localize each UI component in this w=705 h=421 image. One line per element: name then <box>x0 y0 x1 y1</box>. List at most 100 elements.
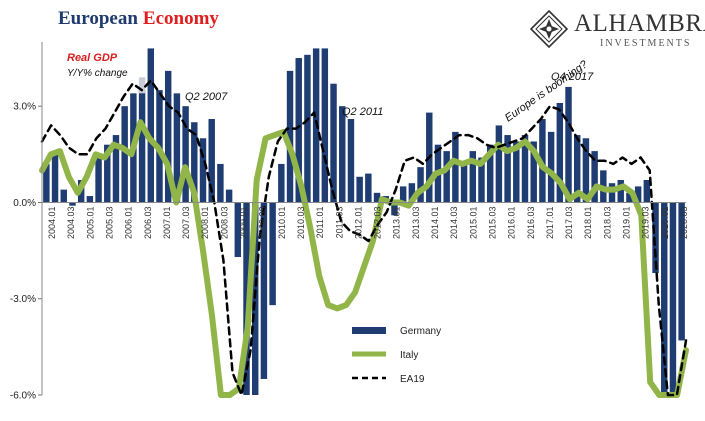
germany-bar <box>286 70 294 203</box>
x-tick-label: 2004.03 <box>66 206 76 239</box>
germany-bar <box>643 179 651 203</box>
x-tick-label: 2014.01 <box>430 206 440 239</box>
italy-line <box>39 119 689 398</box>
alhambra-diamond-logo-icon <box>530 10 568 48</box>
germany-bar <box>199 138 207 203</box>
title-part-economy: Economy <box>142 8 219 29</box>
germany-bar <box>60 189 67 203</box>
germany-bar <box>521 135 529 203</box>
germany-bar <box>112 135 120 203</box>
germany-bar <box>347 119 355 203</box>
germany-bar <box>321 48 329 203</box>
germany-bar <box>399 186 407 203</box>
germany-bar <box>678 202 685 341</box>
ea19-line <box>40 79 688 397</box>
germany-bar <box>591 151 598 203</box>
x-tick-label: 2019.03 <box>641 206 651 239</box>
x-tick-label: 2015.01 <box>468 206 478 239</box>
x-tick-label: 2011.01 <box>315 206 325 238</box>
germany-bar <box>391 202 398 216</box>
legend-italy-label: Italy <box>400 350 418 361</box>
germany-bar <box>43 163 50 203</box>
x-tick-label: 2011.03 <box>334 206 344 238</box>
germany-bar <box>51 151 59 203</box>
germany-bar <box>69 202 76 206</box>
germany-bar <box>225 189 233 203</box>
germany-bar <box>460 163 468 203</box>
real-gdp-label: Real GDP <box>67 52 118 64</box>
x-tick-label: 2018.03 <box>602 206 612 239</box>
x-tick-label: 2017.03 <box>564 206 574 239</box>
legend-germany-swatch <box>352 327 386 334</box>
x-tick-label: 2012.01 <box>353 206 363 239</box>
germany-bar <box>295 58 302 203</box>
x-tick-label: 2006.01 <box>124 206 134 239</box>
germany-bar <box>356 176 363 203</box>
germany-bar <box>269 202 276 306</box>
x-tick-label: 2010.01 <box>277 206 287 239</box>
germany-bar <box>147 48 155 203</box>
germany-bar <box>504 135 511 203</box>
germany-bar <box>304 54 311 203</box>
x-tick-label: 2005.01 <box>85 206 95 239</box>
germany-bar <box>173 93 181 203</box>
x-tick-label: 2020.03 <box>679 206 689 239</box>
germany-bar <box>417 167 424 203</box>
germany-bar <box>452 131 459 203</box>
germany-bar <box>608 183 616 203</box>
germany-bar <box>617 179 624 203</box>
germany-bar <box>565 86 572 203</box>
germany-bar <box>121 106 128 203</box>
germany-bar <box>278 163 285 203</box>
germany-bar <box>573 135 581 203</box>
germany-bar <box>234 202 242 258</box>
x-tick-label: 2016.01 <box>507 206 517 239</box>
germany-bar <box>634 186 642 203</box>
chart-title: European Economy <box>58 8 219 30</box>
germany-bar <box>661 202 668 395</box>
germany-bar <box>373 192 381 203</box>
x-tick-label: 2007.03 <box>181 206 191 239</box>
germany-bar <box>556 102 564 203</box>
alhambra-logo: ALHAMBRA INVESTMENTS <box>526 8 705 50</box>
x-tick-label: 2013.01 <box>392 206 402 239</box>
germany-bar <box>669 202 677 395</box>
germany-bar <box>182 106 189 203</box>
y-tick-label: 3.0% <box>13 102 36 113</box>
y-tick-label: -6.0% <box>10 391 36 402</box>
germany-bar <box>191 122 198 203</box>
logo-subtitle: INVESTMENTS <box>600 38 692 49</box>
germany-bar <box>443 151 450 203</box>
germany-bar <box>138 90 146 203</box>
germany-bar <box>652 202 659 274</box>
x-tick-label: 2013.03 <box>411 206 421 239</box>
legend-germany-label: Germany <box>400 326 441 337</box>
logo-name: ALHAMBRA <box>574 10 705 37</box>
germany-bar <box>217 163 224 203</box>
germany-bar <box>95 154 102 203</box>
x-tick-label: 2019.01 <box>622 206 632 239</box>
germany-bar <box>469 151 477 203</box>
legend-ea19-label: EA19 <box>400 374 425 385</box>
germany-bar <box>104 144 111 203</box>
germany-bar <box>365 173 372 203</box>
x-tick-label: 2005.03 <box>104 206 114 239</box>
x-tick-label: 2014.03 <box>449 206 459 239</box>
x-tick-label: 2009.01 <box>239 206 249 239</box>
y-tick-label: 0.0% <box>13 198 36 209</box>
germany-bar-highlight <box>138 77 146 94</box>
germany-bar <box>408 183 416 203</box>
x-tick-label: 2018.01 <box>583 206 593 239</box>
germany-bar <box>86 196 94 203</box>
germany-bar <box>530 141 537 203</box>
germany-bar <box>513 141 520 203</box>
germany-bar <box>547 131 555 203</box>
x-tick-label: 2016.03 <box>526 206 536 239</box>
germany-bar <box>164 70 172 203</box>
x-tick-label: 2017.01 <box>545 206 555 239</box>
x-tick-label: 2008.01 <box>200 206 210 239</box>
y-tick-label: -3.0% <box>10 294 36 305</box>
annotation-europe-booming: Europe is booming? <box>503 58 591 124</box>
x-tick-label: 2012.03 <box>373 206 383 239</box>
